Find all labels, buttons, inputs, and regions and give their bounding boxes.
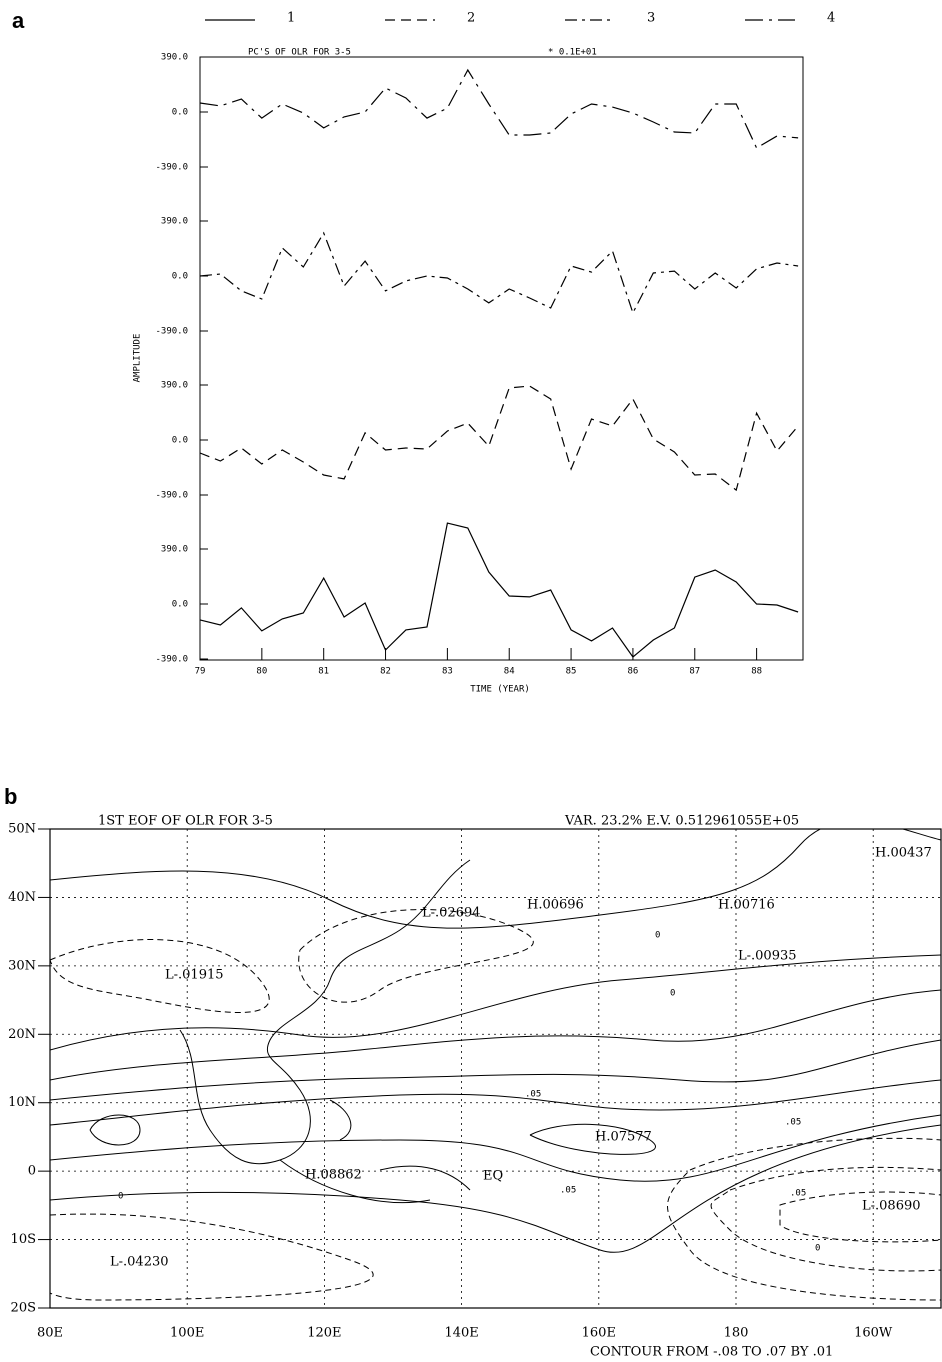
contour-line [50,989,941,1081]
y-axis-label: AMPLITUDE [133,334,143,383]
contour-label: 0 [670,989,675,999]
series-line [199,231,799,315]
contour-label: H.00716 [718,898,775,913]
contour-label: .05 [525,1090,541,1100]
legend-label: 4 [827,11,835,26]
y-tick-label: 0.0 [172,600,188,610]
contour-line [50,939,270,1013]
contour-line [89,1114,141,1146]
y-tick-label: 30N [8,958,36,973]
x-tick-label: 84 [504,667,515,677]
y-tick-label: -390.0 [155,327,188,337]
contour-line [50,1114,941,1182]
contour-label: 0 [655,931,660,941]
contour-label: EQ [483,1169,503,1184]
y-tick-label: 0.0 [172,436,188,446]
y-tick-label: 20S [11,1301,36,1316]
coastline [179,859,471,1204]
y-tick-label: -390.0 [155,655,188,665]
x-tick-label: 120E [307,1326,341,1341]
series-line [199,385,799,492]
chart-title: PC'S OF OLR FOR 3-5 [248,48,351,58]
legend-label: 2 [467,11,475,26]
x-tick-label: 87 [689,667,700,677]
contour-line [779,1191,941,1243]
chart-subtitle: VAR. 23.2% E.V. 0.512961055E+05 [564,814,799,829]
y-tick-label: -390.0 [155,163,188,173]
contour-label: L-.01915 [165,968,224,983]
legend-label: 1 [287,11,295,26]
contour-label: H.08862 [305,1168,362,1183]
contour-label: H.00696 [527,898,584,913]
x-tick-label: 80E [37,1326,63,1341]
x-tick-label: 86 [628,667,639,677]
y-tick-label: -390.0 [155,491,188,501]
map-frame [49,828,942,1309]
plot-frame [199,56,804,661]
contour-label: H.00437 [875,846,932,861]
panel-label: b [4,784,17,809]
chart-title: 1ST EOF OF OLR FOR 3-5 [98,814,273,829]
contour-label: .05 [785,1118,801,1128]
contour-label: 0 [118,1192,123,1202]
contour-label: .05 [790,1189,806,1199]
y-tick-label: 50N [8,822,36,837]
y-tick-label: 40N [8,890,36,905]
y-tick-label: 0.0 [172,108,188,118]
contour-line [667,1137,941,1301]
legend-label: 3 [647,11,655,26]
contours [50,829,941,1301]
x-axis-label: TIME (YEAR) [470,685,530,695]
contour-line [529,1123,656,1155]
y-tick-label: 390.0 [161,53,188,63]
x-tick-label: 79 [195,667,206,677]
chart-footnote: CONTOUR FROM -.08 TO .07 BY .01 [590,1345,833,1360]
contour-label: L-.04230 [110,1255,169,1270]
x-tick-label: 85 [566,667,577,677]
contour-line [50,1039,941,1101]
y-tick-label: 10S [11,1232,36,1247]
chart-subtitle: * 0.1E+01 [548,48,597,58]
x-tick-label: 80 [256,667,267,677]
contour-line [298,909,534,1003]
contour-line [50,1079,941,1126]
y-tick-label: 390.0 [161,545,188,555]
x-tick-label: 180 [724,1326,749,1341]
panel-b: b 1ST EOF OF OLR FOR 3-5 VAR. 23.2% E.V.… [4,784,942,1360]
x-tick-label: 81 [318,667,329,677]
contour-line [50,1213,374,1301]
y-tick-label: 20N [8,1027,36,1042]
series-line [199,522,799,658]
contour-label: .05 [560,1186,576,1196]
contour-label: L-.08690 [862,1199,921,1214]
y-tick-label: 0 [28,1164,36,1179]
x-tick-label: 82 [380,667,391,677]
panel-label: a [12,8,25,33]
x-tick-label: 140E [444,1326,478,1341]
y-tick-label: 390.0 [161,381,188,391]
contour-line [50,1124,941,1253]
x-tick-label: 160E [582,1326,616,1341]
contour-line [50,954,941,1051]
contour-line [50,829,941,929]
x-tick-label: 100E [170,1326,204,1341]
y-tick-label: 10N [8,1095,36,1110]
contour-label: H.07577 [595,1130,652,1145]
panel-a: a PC'S OF OLR FOR 3-5 * 0.1E+01 TIME (YE… [12,8,835,695]
contour-label: L-.00935 [738,949,797,964]
y-tick-label: 390.0 [161,217,188,227]
contour-label: L-.02694 [422,906,481,921]
contour-line [710,1166,941,1272]
contour-label: 0 [815,1244,820,1254]
x-tick-label: 88 [751,667,762,677]
x-tick-label: 160W [854,1326,893,1341]
y-tick-label: 0.0 [172,272,188,282]
x-tick-label: 83 [442,667,453,677]
series-line [199,68,799,149]
